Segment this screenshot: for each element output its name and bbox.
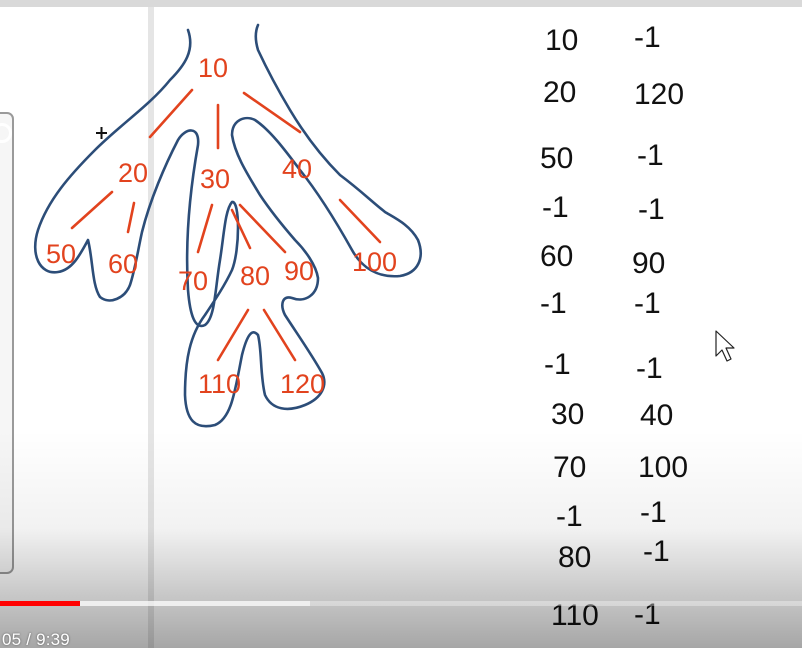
page-top-edge	[0, 0, 802, 7]
progress-buffered	[0, 601, 310, 606]
tree-node-20: 20	[118, 158, 148, 188]
table-right-9: -1	[640, 496, 667, 529]
tree-node-30: 30	[200, 164, 230, 194]
tree-edges	[70, 88, 382, 362]
tree-node-100: 100	[352, 247, 397, 277]
table-right-3: -1	[638, 193, 665, 226]
progress-bar[interactable]	[0, 601, 802, 606]
table-left-6: -1	[544, 348, 571, 381]
table-left-3: -1	[542, 191, 569, 224]
side-panel-handle[interactable]	[0, 112, 14, 574]
table-left-1: 20	[543, 76, 576, 109]
table-left-0: 10	[545, 24, 578, 57]
table-right-1: 120	[634, 78, 684, 111]
table-left-7: 30	[551, 398, 584, 431]
tree-node-80: 80	[240, 261, 270, 291]
page-divider	[148, 7, 154, 648]
tree-node-40: 40	[282, 154, 312, 184]
tree-node-10: 10	[198, 53, 228, 83]
time-display: 05 / 9:39	[2, 630, 70, 648]
table-right-6: -1	[636, 352, 663, 385]
tree-node-110: 110	[198, 369, 241, 399]
table-right-11: -1	[634, 598, 661, 631]
child-table: 10 -1 20 120 50 -1 -1 -1 60 90 -1 -1 -1 …	[540, 21, 688, 632]
arrow-cursor-icon	[715, 330, 735, 362]
tree-node-labels: 10 20 30 40 50 60 70 80 90 100 110 120	[46, 53, 397, 399]
tree-node-70: 70	[178, 266, 208, 296]
table-left-2: 50	[540, 142, 573, 175]
table-left-11: 110	[551, 599, 599, 632]
table-right-5: -1	[634, 287, 661, 320]
tree-node-90: 90	[284, 256, 314, 286]
tree-outline	[33, 23, 422, 428]
panel-knob-icon	[0, 123, 12, 143]
table-right-10: -1	[643, 535, 670, 568]
table-right-7: 40	[640, 399, 673, 432]
table-right-4: 90	[632, 247, 665, 280]
table-right-2: -1	[637, 139, 664, 172]
table-right-0: -1	[634, 21, 661, 54]
progress-played	[0, 601, 81, 606]
table-left-4: 60	[540, 240, 573, 273]
table-left-10: 80	[558, 541, 591, 574]
table-left-8: 70	[553, 451, 586, 484]
table-left-9: -1	[556, 500, 583, 533]
tree-node-50: 50	[46, 239, 76, 269]
table-left-5: -1	[540, 287, 567, 320]
tree-node-60: 60	[108, 249, 138, 279]
table-right-8: 100	[638, 451, 688, 484]
crosshair-icon	[96, 127, 107, 139]
tree-node-120: 120	[280, 369, 325, 399]
